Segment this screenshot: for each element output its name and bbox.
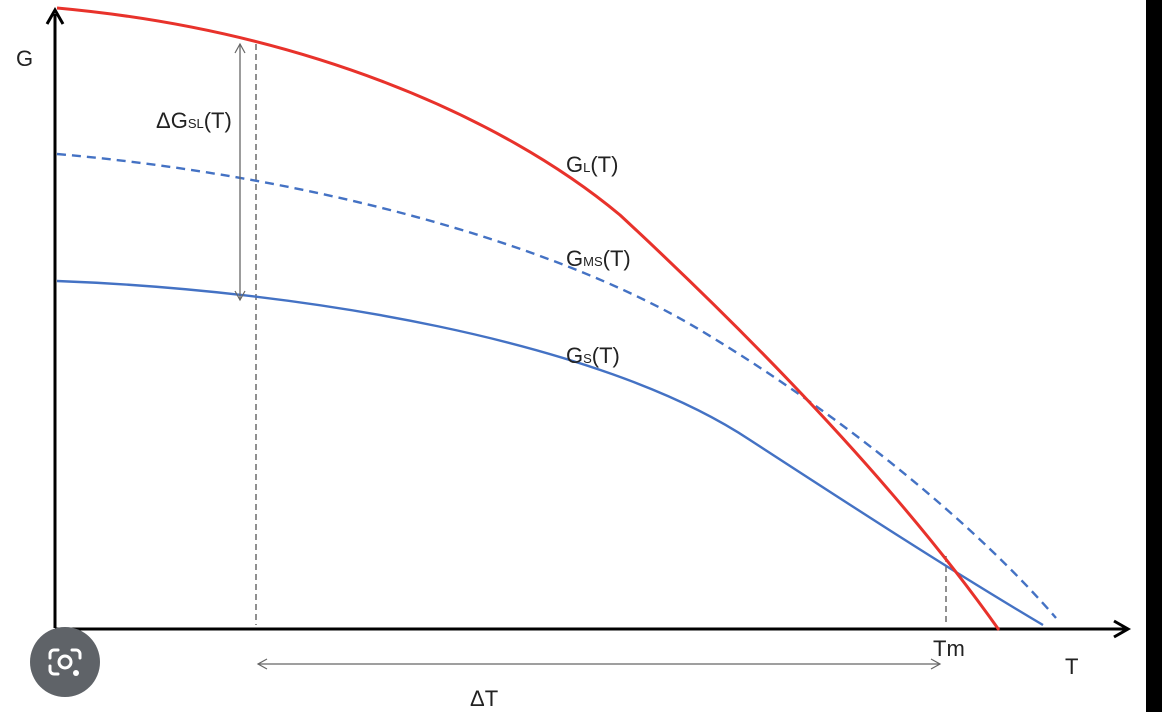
google-lens-icon	[48, 648, 82, 676]
delta-g-label: ΔGSL(T)	[156, 108, 232, 133]
liquid-curve-label: GL(T)	[566, 152, 618, 177]
liquid-free-energy-curve	[56, 6, 1001, 631]
solid-curve-label: GS(T)	[566, 343, 620, 368]
x-axis-label: T	[1065, 654, 1078, 679]
visual-search-button[interactable]	[30, 627, 100, 697]
delta-t-label: ΔT	[470, 686, 498, 711]
melting-temperature-label: Tm	[933, 636, 965, 661]
x-axis-arrowhead	[1113, 619, 1132, 639]
metastable-curve-label: GMS(T)	[566, 246, 631, 271]
metastable-free-energy-curve	[56, 152, 1057, 619]
solid-free-energy-curve	[56, 279, 1044, 627]
window-edge-strip	[1146, 0, 1162, 712]
y-axis-arrowhead	[45, 6, 65, 25]
y-axis-label: G	[16, 46, 33, 71]
